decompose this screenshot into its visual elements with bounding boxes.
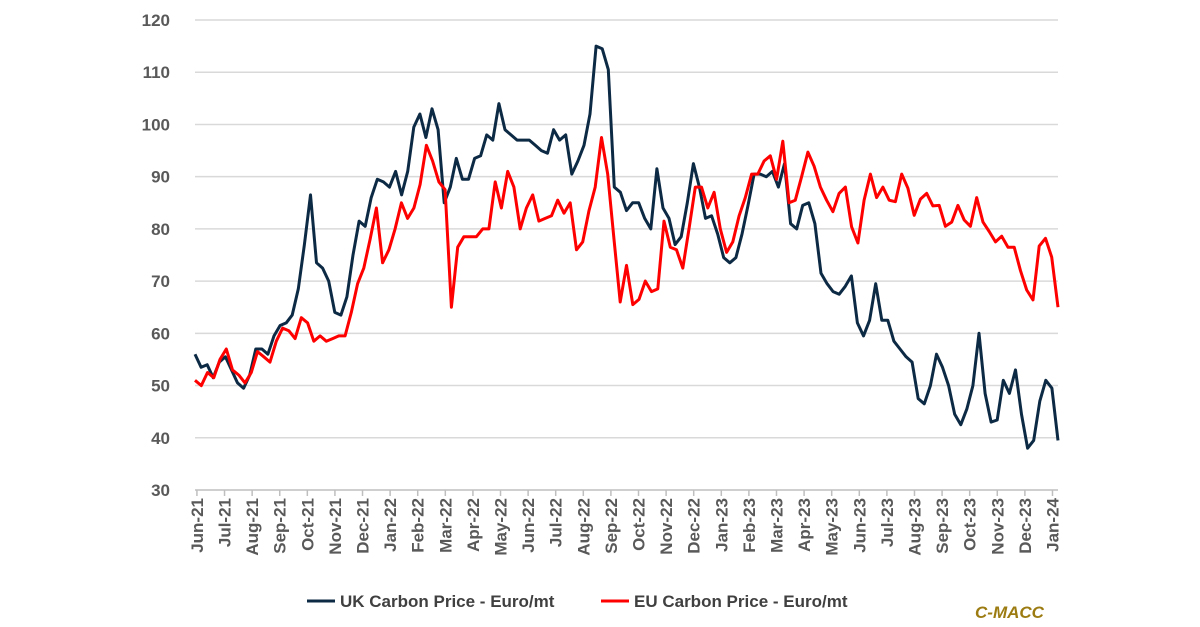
legend: UK Carbon Price - Euro/mt EU Carbon Pric… [307, 592, 848, 611]
x-tick-label: Sep-22 [602, 498, 621, 554]
x-tick-label: Apr-23 [795, 498, 814, 552]
x-tick-label: May-22 [492, 498, 511, 556]
x-tick-label: Oct-23 [961, 498, 980, 551]
x-tick-label: Feb-23 [740, 498, 759, 553]
x-tick-label: May-23 [823, 498, 842, 556]
x-tick-label: Feb-22 [409, 498, 428, 553]
x-tick-label: Aug-21 [243, 498, 262, 556]
gridlines [195, 19, 1058, 439]
x-tick-label: Nov-23 [988, 498, 1007, 555]
x-tick-label: Aug-23 [905, 498, 924, 556]
x-tick-label: Jul-23 [878, 498, 897, 547]
brand-watermark: C-MACC [975, 603, 1045, 622]
y-tick-label: 120 [142, 11, 170, 30]
x-tick-label: Dec-21 [354, 498, 373, 554]
x-tick-label: Jun-21 [188, 498, 207, 553]
x-tick-label: Jul-21 [216, 498, 235, 547]
x-tick-label: Nov-22 [657, 498, 676, 555]
x-tick-label: Apr-22 [464, 498, 483, 552]
y-tick-label: 100 [142, 115, 170, 134]
x-tick-label: Jan-23 [712, 498, 731, 552]
uk-carbon-price-line [193, 44, 1060, 450]
y-tick-label: 50 [151, 377, 170, 396]
eu-carbon-price-line [194, 136, 1060, 388]
x-tick-label: Jan-22 [381, 498, 400, 552]
x-tick-label: Dec-22 [685, 498, 704, 554]
legend-label-uk: UK Carbon Price - Euro/mt [340, 592, 555, 611]
x-tick-label: Mar-23 [767, 498, 786, 553]
x-tick-label: Mar-22 [436, 498, 455, 553]
y-tick-label: 60 [151, 324, 170, 343]
y-tick-label: 30 [151, 481, 170, 500]
y-tick-label: 90 [151, 168, 170, 187]
x-tick-label: Jun-22 [519, 498, 538, 553]
y-axis-ticks: 30 40 50 60 70 80 90 100 110 120 [142, 11, 170, 500]
x-tick-label: Jan-24 [1043, 497, 1062, 551]
y-tick-label: 80 [151, 220, 170, 239]
y-tick-label: 70 [151, 272, 170, 291]
x-tick-label: Aug-22 [574, 498, 593, 556]
x-tick-label: Jun-23 [850, 498, 869, 553]
legend-label-eu: EU Carbon Price - Euro/mt [634, 592, 848, 611]
x-tick-label: Sep-21 [271, 498, 290, 554]
x-tick-label: Sep-23 [933, 498, 952, 554]
series-lines [193, 44, 1060, 450]
y-tick-label: 40 [151, 429, 170, 448]
x-tick-label: Oct-21 [298, 498, 317, 551]
y-tick-label: 110 [143, 63, 170, 82]
x-axis: Jun-21 Jul-21 Aug-21 Sep-21 Oct-21 Nov-21 Dec-… [188, 489, 1062, 556]
x-tick-label: Nov-21 [326, 498, 345, 555]
x-tick-label: Dec-23 [1016, 498, 1035, 554]
x-tick-label: Oct-22 [630, 498, 649, 551]
x-tick-label: Jul-22 [547, 498, 566, 547]
